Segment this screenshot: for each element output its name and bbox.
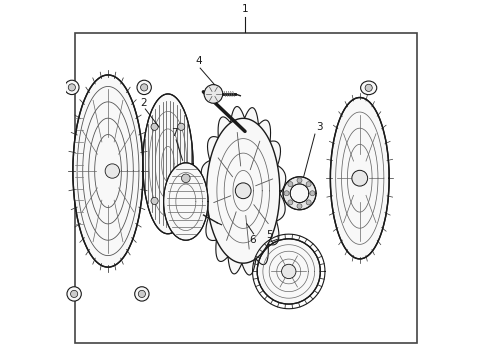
Circle shape [138, 290, 146, 297]
Ellipse shape [283, 177, 316, 210]
Circle shape [306, 200, 311, 205]
Ellipse shape [73, 75, 143, 267]
Ellipse shape [65, 80, 79, 95]
Ellipse shape [235, 183, 251, 199]
Text: 2: 2 [141, 98, 147, 108]
Circle shape [178, 123, 185, 130]
Text: 1: 1 [242, 4, 248, 14]
Circle shape [151, 123, 158, 130]
Circle shape [288, 182, 293, 186]
Text: 5: 5 [266, 230, 273, 240]
Circle shape [297, 204, 302, 209]
Circle shape [141, 84, 148, 91]
Ellipse shape [207, 118, 280, 263]
Circle shape [284, 191, 289, 196]
Ellipse shape [330, 98, 389, 259]
Circle shape [181, 174, 190, 183]
Ellipse shape [164, 163, 208, 240]
Ellipse shape [290, 184, 309, 203]
Ellipse shape [137, 80, 151, 95]
Text: 4: 4 [195, 56, 202, 66]
Circle shape [365, 84, 372, 91]
Circle shape [71, 290, 78, 297]
Bar [74, 33, 417, 343]
Circle shape [297, 178, 302, 183]
Ellipse shape [204, 85, 223, 103]
Ellipse shape [361, 81, 377, 95]
Ellipse shape [352, 170, 368, 186]
Ellipse shape [257, 239, 320, 304]
Text: 7: 7 [172, 129, 178, 138]
Ellipse shape [282, 264, 296, 279]
Text: 6: 6 [249, 234, 255, 244]
Ellipse shape [143, 94, 193, 234]
Circle shape [68, 84, 75, 91]
Ellipse shape [67, 287, 81, 301]
Text: 3: 3 [316, 122, 322, 132]
Circle shape [306, 182, 311, 186]
Circle shape [310, 191, 315, 196]
Ellipse shape [105, 164, 120, 178]
Circle shape [288, 200, 293, 205]
Circle shape [178, 197, 185, 204]
Ellipse shape [135, 287, 149, 301]
Circle shape [151, 197, 158, 204]
Polygon shape [201, 107, 286, 275]
